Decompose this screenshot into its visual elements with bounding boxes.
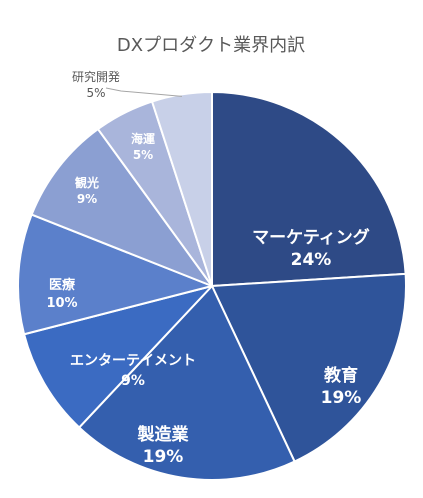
chart-title: DXプロダクト業界内訳	[117, 35, 305, 56]
slice-label-category-2: 教育	[323, 365, 358, 386]
leader-line-research	[105, 87, 183, 97]
slice-label-value-8: 5%	[86, 86, 105, 100]
slice-label-value-6: 9%	[77, 192, 97, 206]
pie-slice-5	[17, 213, 213, 336]
slice-label-category-5: 医療	[49, 277, 76, 293]
slice-label-category-1: マーケティング	[252, 227, 370, 248]
pie-slice-1	[211, 91, 407, 287]
slice-label-category-6: 観光	[75, 175, 99, 190]
pie-slice-3	[78, 285, 296, 481]
slice-label-category-3: 製造業	[137, 424, 189, 445]
slice-label-value-1: 24%	[291, 250, 332, 270]
pie-slice-2	[211, 272, 408, 463]
slice-label-value-4: 9%	[121, 373, 145, 389]
slice-label-value-5: 10%	[46, 296, 77, 311]
slice-label-category-8: 研究開発	[72, 69, 120, 84]
slice-label-value-2: 19%	[321, 388, 362, 408]
pie-slice-6	[30, 128, 213, 287]
slice-label-value-3: 19%	[143, 447, 184, 467]
slice-label-category-7: 海運	[131, 131, 155, 146]
slice-label-category-4: エンターテイメント	[70, 353, 196, 369]
pie-slice-8	[151, 91, 213, 287]
slice-label-value-7: 5%	[133, 148, 153, 162]
pie-slice-4	[23, 285, 213, 429]
